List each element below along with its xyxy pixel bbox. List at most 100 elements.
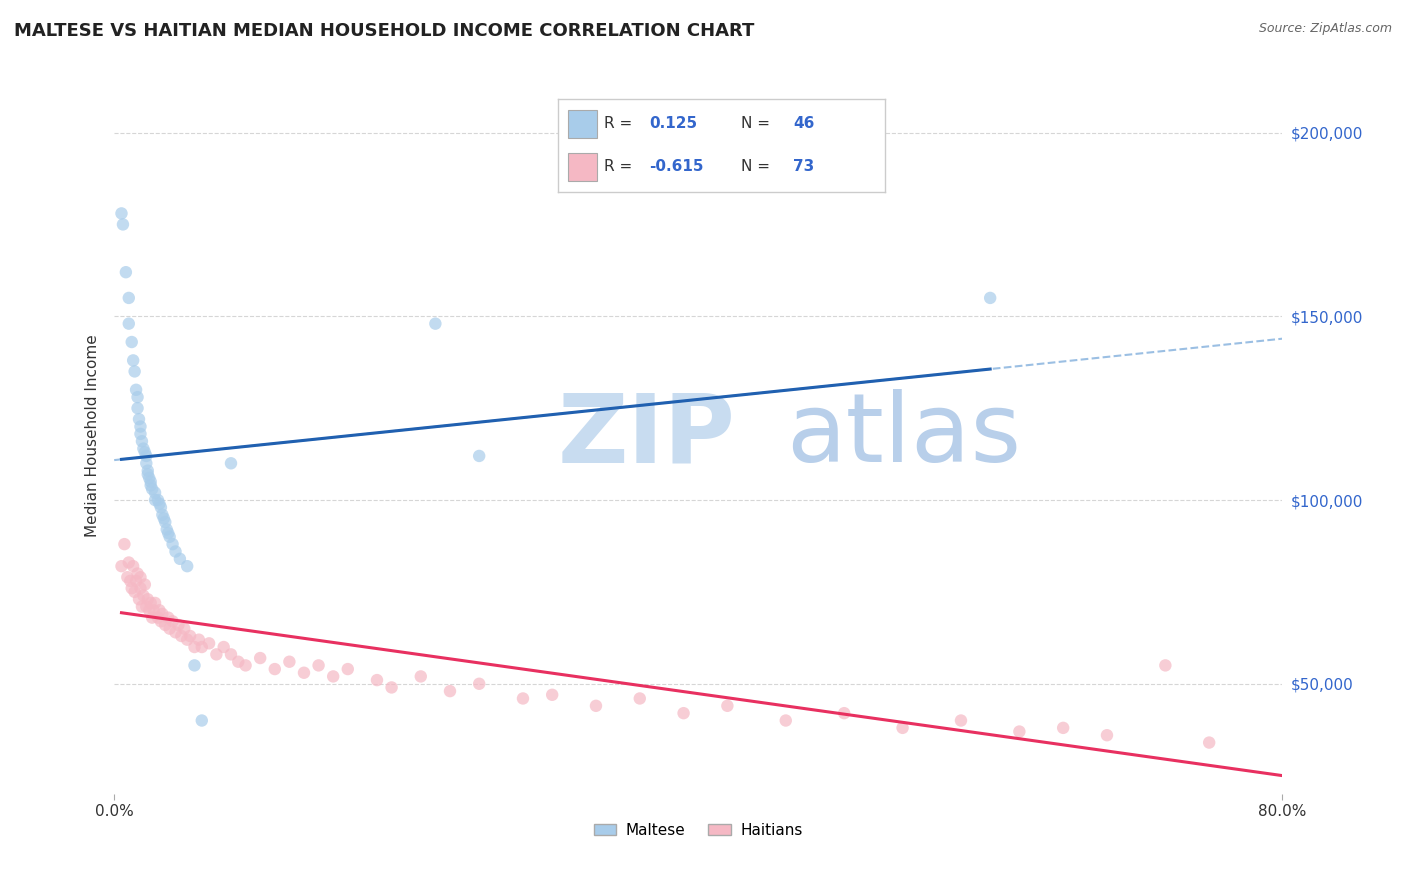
Point <box>468 677 491 691</box>
Point <box>146 610 169 624</box>
Point <box>512 691 534 706</box>
Point <box>129 426 152 441</box>
Point <box>118 317 141 331</box>
Point <box>155 515 177 529</box>
Point <box>1198 735 1220 749</box>
Point <box>139 475 162 489</box>
Point <box>159 622 181 636</box>
Point <box>1154 658 1177 673</box>
Point <box>128 592 150 607</box>
Point <box>127 401 149 416</box>
Point <box>336 662 359 676</box>
Point <box>143 596 166 610</box>
Point <box>128 412 150 426</box>
Point <box>672 706 695 721</box>
Point <box>183 658 205 673</box>
Point <box>141 610 163 624</box>
Point <box>156 523 179 537</box>
Point <box>110 206 132 220</box>
Point <box>308 658 330 673</box>
Point <box>131 434 153 449</box>
Point <box>183 640 205 654</box>
Point <box>124 364 146 378</box>
Point <box>949 714 972 728</box>
Point <box>150 508 173 522</box>
Point <box>141 482 163 496</box>
Point <box>149 615 172 629</box>
Point <box>187 632 209 647</box>
Point <box>117 570 139 584</box>
Point <box>716 698 738 713</box>
Point <box>278 655 301 669</box>
Point <box>585 698 607 713</box>
Text: MALTESE VS HAITIAN MEDIAN HOUSEHOLD INCOME CORRELATION CHART: MALTESE VS HAITIAN MEDIAN HOUSEHOLD INCO… <box>14 22 755 40</box>
Point <box>775 714 797 728</box>
Point <box>125 383 148 397</box>
Point <box>143 493 166 508</box>
Point <box>322 669 344 683</box>
Point <box>134 577 156 591</box>
Point <box>129 419 152 434</box>
Point <box>165 544 187 558</box>
Point <box>138 603 160 617</box>
Point <box>425 317 447 331</box>
Point <box>179 629 201 643</box>
Point <box>129 570 152 584</box>
Point <box>122 559 145 574</box>
Point <box>155 618 177 632</box>
Point <box>132 442 155 456</box>
Point <box>110 559 132 574</box>
Point <box>159 530 181 544</box>
Point <box>149 500 172 515</box>
Point <box>198 636 221 650</box>
Point <box>118 556 141 570</box>
Point <box>263 662 285 676</box>
Text: ZIP: ZIP <box>558 389 735 483</box>
Point <box>122 353 145 368</box>
Point <box>165 625 187 640</box>
Point <box>219 648 242 662</box>
Y-axis label: Median Household Income: Median Household Income <box>86 334 100 537</box>
Point <box>468 449 491 463</box>
Point <box>219 456 242 470</box>
Text: atlas: atlas <box>786 389 1021 483</box>
Point <box>132 589 155 603</box>
Text: Source: ZipAtlas.com: Source: ZipAtlas.com <box>1258 22 1392 36</box>
Point <box>191 714 214 728</box>
Point <box>121 334 143 349</box>
Point <box>139 478 162 492</box>
Point <box>127 390 149 404</box>
Point <box>176 632 198 647</box>
Point <box>143 485 166 500</box>
Point <box>148 603 170 617</box>
Point <box>176 559 198 574</box>
Point <box>134 445 156 459</box>
Point <box>891 721 914 735</box>
Point <box>628 691 651 706</box>
Point <box>146 493 169 508</box>
Point <box>124 585 146 599</box>
Point <box>1008 724 1031 739</box>
Point <box>1095 728 1118 742</box>
Point <box>167 618 190 632</box>
Point <box>138 471 160 485</box>
Point <box>409 669 432 683</box>
Point <box>135 456 157 470</box>
Point <box>235 658 257 673</box>
Point <box>439 684 461 698</box>
Point <box>1052 721 1074 735</box>
Point <box>118 291 141 305</box>
Point <box>170 629 193 643</box>
Legend: Maltese, Haitians: Maltese, Haitians <box>588 816 808 844</box>
Point <box>129 581 152 595</box>
Point <box>135 599 157 614</box>
Point <box>173 622 195 636</box>
Point <box>135 449 157 463</box>
Point <box>292 665 315 680</box>
Point <box>139 596 162 610</box>
Point <box>148 497 170 511</box>
Point <box>115 265 138 279</box>
Point <box>191 640 214 654</box>
Point <box>136 592 159 607</box>
Point <box>131 599 153 614</box>
